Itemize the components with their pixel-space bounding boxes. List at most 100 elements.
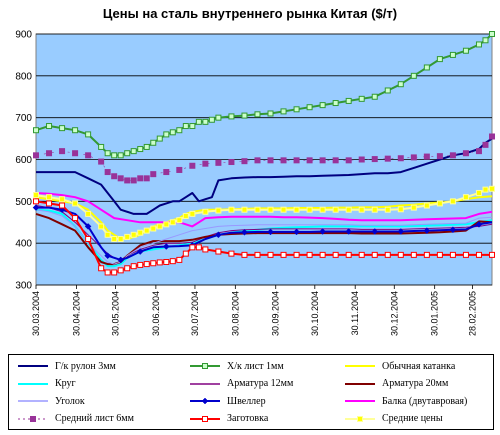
series-9-marker	[85, 152, 92, 159]
series-11-marker	[254, 206, 261, 213]
series-1-marker	[384, 87, 391, 94]
x-tick-label: 30.06.2004	[151, 291, 161, 336]
series-10-marker	[345, 251, 352, 258]
series-10-marker	[169, 258, 176, 265]
series-11-marker	[482, 186, 489, 193]
series-1-marker	[267, 110, 274, 117]
series-11-marker	[143, 227, 150, 234]
series-11-marker	[137, 229, 144, 236]
series-1-marker	[449, 51, 456, 58]
series-9-marker	[137, 175, 144, 182]
series-9-marker	[306, 157, 313, 164]
series-9-marker	[228, 159, 235, 166]
series-10-marker	[202, 246, 209, 253]
series-11-marker	[156, 223, 163, 230]
series-10-marker	[384, 251, 391, 258]
series-1-marker	[306, 104, 313, 111]
series-1-marker	[130, 148, 137, 155]
series-10-marker	[98, 265, 105, 272]
legend-swatch	[190, 382, 220, 385]
legend-item: Уголок	[17, 394, 85, 408]
series-9-marker	[332, 157, 339, 164]
x-tick-label: 30.03.2004	[31, 291, 41, 336]
legend-item: Средний лист 6мм	[17, 412, 134, 426]
series-9-marker	[371, 156, 378, 163]
y-tick-label: 300	[15, 281, 32, 292]
legend-swatch	[18, 382, 48, 385]
series-1-marker	[319, 102, 326, 109]
series-9-marker	[143, 175, 150, 182]
series-9-marker	[423, 153, 430, 160]
series-10-marker	[176, 256, 183, 263]
series-7-marker	[117, 256, 125, 264]
series-11-marker	[98, 223, 105, 230]
series-6	[35, 209, 493, 265]
legend-item: Обычная катанка	[344, 359, 455, 373]
series-10-marker	[358, 251, 365, 258]
x-tick-label: 30.09.2004	[271, 291, 281, 336]
x-tick-label: 30.08.2004	[230, 291, 240, 336]
series-10-marker	[104, 269, 111, 276]
series-10-marker	[462, 251, 469, 258]
series-1-marker	[482, 37, 489, 44]
series-1-marker	[195, 118, 202, 125]
series-1-marker	[117, 152, 124, 159]
series-1-marker	[358, 95, 365, 102]
series-11-marker	[33, 192, 39, 199]
series-9-marker	[254, 157, 261, 164]
series-1-marker	[169, 129, 176, 136]
legend-swatch	[18, 415, 48, 422]
series-9-marker	[436, 153, 443, 160]
series-10-marker	[410, 251, 417, 258]
series-9-marker	[449, 152, 456, 159]
legend-item: Круг	[17, 377, 76, 391]
series-1-marker	[228, 113, 235, 120]
y-tick-label: 900	[15, 30, 32, 41]
series-11-marker	[371, 206, 378, 213]
series-7-marker	[267, 228, 274, 236]
legend-label: Круг	[55, 378, 76, 389]
legend-marker	[202, 415, 208, 422]
series-11-marker	[384, 206, 391, 213]
series-7-marker	[104, 252, 112, 260]
x-tick-label: 30.10.2004	[310, 291, 320, 336]
series-1-marker	[98, 143, 105, 150]
series-10-marker	[124, 265, 131, 272]
series-11-marker	[306, 206, 313, 213]
series-11-marker	[228, 206, 235, 213]
series-1-marker	[189, 123, 196, 130]
legend-swatch	[345, 400, 375, 402]
series-7-marker	[162, 243, 170, 250]
series-1	[33, 31, 495, 159]
series-7-marker	[215, 231, 222, 239]
series-7-marker	[345, 228, 353, 235]
legend-marker	[201, 397, 209, 405]
legend-label: Средние цены	[382, 413, 443, 424]
x-tick-label: 28.02.2005	[467, 291, 477, 336]
series-11-marker	[59, 196, 66, 203]
legend-label: Заготовка	[227, 413, 269, 424]
series-10-marker	[489, 251, 495, 258]
legend-item: Арматура 20мм	[344, 377, 448, 391]
series-11-marker	[241, 206, 248, 213]
legend-swatch	[18, 400, 48, 402]
legend-swatch	[345, 365, 375, 367]
series-1-marker	[332, 100, 339, 107]
series-11-marker	[397, 206, 404, 213]
legend-label: Г/к рулон 3мм	[55, 360, 116, 372]
series-9-marker	[241, 158, 248, 165]
series-11-marker	[410, 204, 417, 211]
series-11-marker	[358, 206, 365, 213]
series-10-marker	[150, 260, 157, 267]
series-10-marker	[267, 251, 274, 258]
y-tick-label: 400	[15, 239, 32, 250]
series-11-marker	[130, 231, 137, 238]
series-9-marker	[163, 169, 170, 176]
series-11-marker	[267, 206, 274, 213]
legend-label: Балка (двутавровая)	[382, 395, 468, 407]
x-tick-label: 30.11.2004	[350, 291, 360, 335]
y-tick-label: 700	[15, 113, 32, 124]
series-9	[33, 133, 495, 184]
series-9-marker	[489, 133, 495, 140]
